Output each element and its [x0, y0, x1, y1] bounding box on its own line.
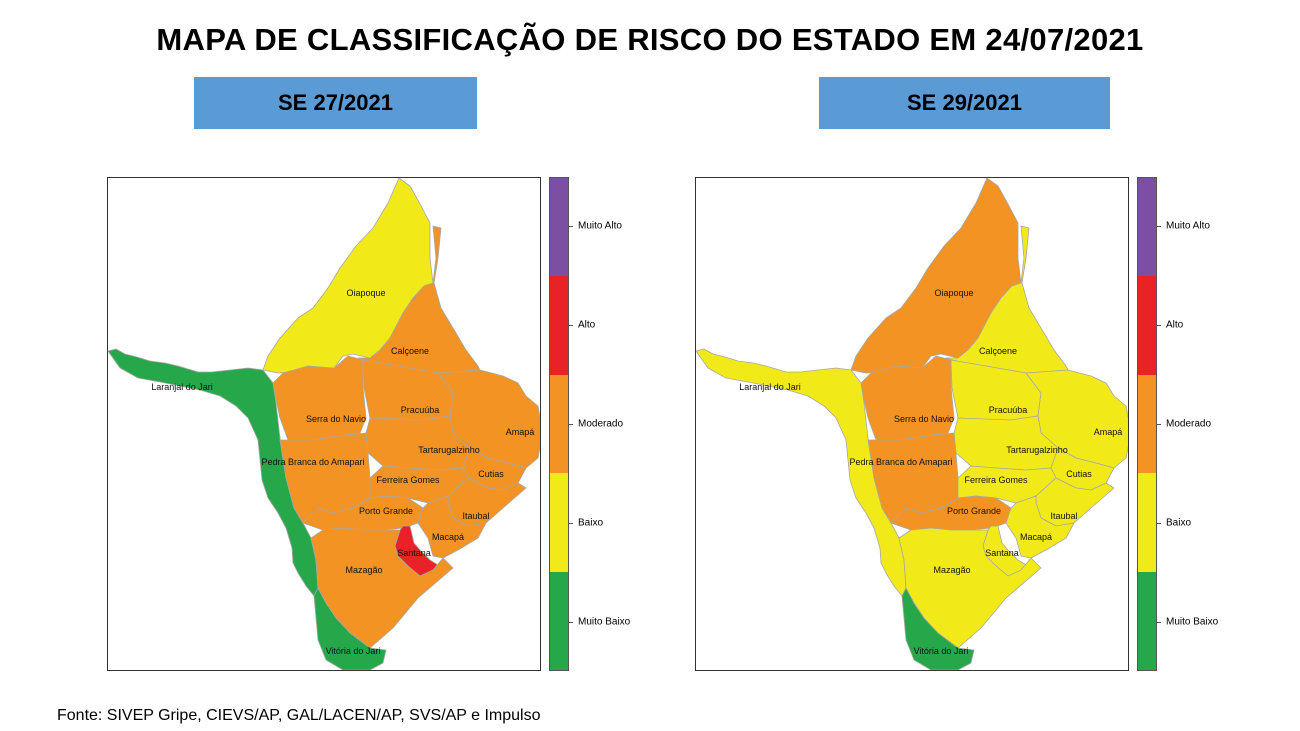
week-banner-right: SE 29/2021	[819, 77, 1110, 129]
legend-label: Moderado	[1166, 418, 1212, 430]
municipality-serra	[860, 355, 955, 441]
municipality-serra	[272, 355, 367, 441]
risk-map-left: Oiapoque Calçoene Laranjal do Jari Serra do…	[107, 177, 541, 671]
municipality-label-pedra: Pedra Branca do Amapari	[849, 457, 952, 467]
page-title: MAPA DE CLASSIFICAÇÃO DE RISCO DO ESTADO…	[156, 22, 1144, 57]
municipality-label-ferreira: Ferreira Gomes	[964, 475, 1028, 485]
municipality-label-calcoene: Calçoene	[391, 346, 429, 356]
legend-tick	[1157, 523, 1161, 524]
municipality-label-laranjal: Laranjal do Jari	[739, 382, 801, 392]
municipality-label-cutias: Cutias	[1066, 469, 1092, 479]
legend-label: Moderado	[578, 418, 624, 430]
legend-label: Alto	[578, 319, 596, 331]
amapa-state-map-svg: Oiapoque Calçoene Laranjal do Jari Serra do…	[696, 178, 1128, 670]
amapa-state-map-svg: Oiapoque Calçoene Laranjal do Jari Serra do…	[108, 178, 540, 670]
municipality-label-tartarugalzinho: Tartarugalzinho	[418, 445, 480, 455]
municipality-label-mazagao: Mazagão	[345, 565, 382, 575]
legend-label: Muito Alto	[578, 220, 622, 232]
municipality-label-ferreira: Ferreira Gomes	[376, 475, 440, 485]
municipality-label-vitoria: Vitória do Jari	[914, 646, 969, 656]
legend-swatch	[1138, 473, 1156, 572]
legend-tick	[569, 325, 573, 326]
legend-label: Muito Baixo	[1166, 616, 1219, 628]
municipality-label-mazagao: Mazagão	[933, 565, 970, 575]
municipality-label-pedra: Pedra Branca do Amapari	[261, 457, 364, 467]
municipality-label-macapa: Macapá	[1020, 532, 1052, 542]
legend-swatch	[550, 473, 568, 572]
municipality-label-amapa: Amapá	[1094, 427, 1123, 437]
legend-tick	[569, 226, 573, 227]
municipality-label-tartarugalzinho: Tartarugalzinho	[1006, 445, 1068, 455]
legend-swatch	[1138, 571, 1156, 671]
legend-tick	[569, 622, 573, 623]
legend-label: Baixo	[578, 517, 604, 529]
municipality-label-oiapoque: Oiapoque	[346, 288, 385, 298]
risk-legend-left	[549, 177, 569, 671]
municipality-macapa	[417, 495, 487, 559]
legend-label: Alto	[1166, 319, 1184, 331]
municipality-vitoria	[313, 587, 387, 670]
legend-swatch	[1138, 178, 1156, 277]
municipality-macapa	[1005, 495, 1075, 559]
source-note: Fonte: SIVEP Gripe, CIEVS/AP, GAL/LACEN/…	[57, 707, 541, 724]
legend-tick	[1157, 325, 1161, 326]
municipality-label-santana: Santana	[985, 548, 1019, 558]
municipality-label-laranjal: Laranjal do Jari	[151, 382, 213, 392]
municipality-label-porto: Porto Grande	[947, 506, 1001, 516]
legend-label: Muito Baixo	[578, 616, 631, 628]
municipality-label-serra: Serra do Navio	[306, 414, 366, 424]
municipality-label-amapa: Amapá	[506, 427, 535, 437]
legend-tick	[1157, 226, 1161, 227]
municipality-label-cutias: Cutias	[478, 469, 504, 479]
municipality-label-itaubal: Itaubal	[1050, 511, 1077, 521]
municipality-label-santana: Santana	[397, 548, 431, 558]
municipality-label-vitoria: Vitória do Jari	[326, 646, 381, 656]
legend-tick	[569, 523, 573, 524]
legend-swatch	[550, 178, 568, 277]
municipality-label-pracuuba: Pracuúba	[989, 405, 1028, 415]
municipality-label-oiapoque: Oiapoque	[934, 288, 973, 298]
municipality-vitoria	[901, 587, 975, 670]
legend-swatch	[1138, 374, 1156, 474]
legend-label: Muito Alto	[1166, 220, 1210, 232]
legend-tick	[1157, 622, 1161, 623]
legend-tick	[1157, 424, 1161, 425]
legend-swatch	[550, 276, 568, 375]
legend-swatch	[550, 571, 568, 671]
legend-swatch	[550, 374, 568, 474]
municipality-label-pracuuba: Pracuúba	[401, 405, 440, 415]
legend-swatch	[1138, 276, 1156, 375]
week-banner-left: SE 27/2021	[194, 77, 477, 129]
municipality-label-porto: Porto Grande	[359, 506, 413, 516]
legend-tick	[569, 424, 573, 425]
risk-map-right: Oiapoque Calçoene Laranjal do Jari Serra do…	[695, 177, 1129, 671]
municipality-label-serra: Serra do Navio	[894, 414, 954, 424]
municipality-label-itaubal: Itaubal	[462, 511, 489, 521]
risk-legend-right	[1137, 177, 1157, 671]
municipality-label-calcoene: Calçoene	[979, 346, 1017, 356]
legend-label: Baixo	[1166, 517, 1192, 529]
municipality-label-macapa: Macapá	[432, 532, 464, 542]
